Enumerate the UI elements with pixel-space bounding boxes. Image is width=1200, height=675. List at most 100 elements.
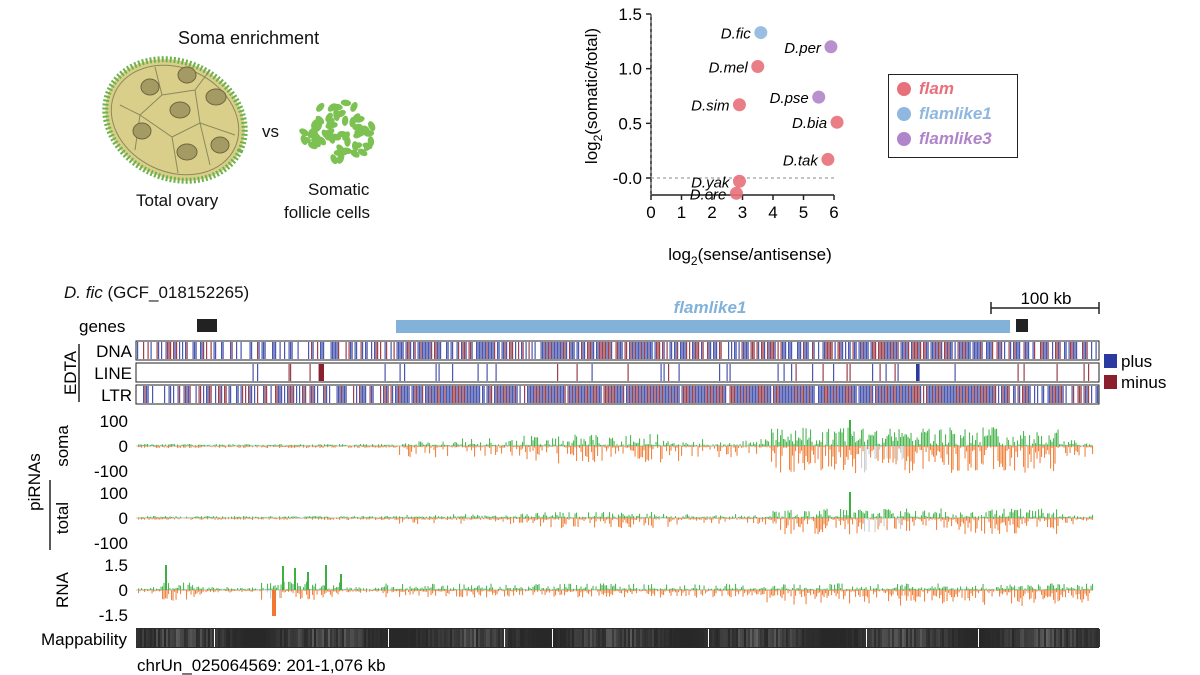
rna-sense-bar	[412, 588, 414, 590]
edta-feature	[642, 386, 644, 403]
pirna-sense-bar	[156, 444, 158, 446]
pirna-antisense-bar	[535, 446, 537, 461]
edta-feature	[281, 386, 283, 403]
pirna-antisense-bar	[154, 518, 156, 520]
pirna-sense-bar	[961, 438, 963, 446]
pirna-antisense-bar	[1051, 518, 1053, 528]
pirna-sense-bar	[408, 517, 410, 518]
pirna-antisense-bar	[958, 518, 960, 530]
pirna-antisense-bar	[699, 446, 701, 448]
pirna-sense-bar	[1077, 516, 1079, 518]
edta-feature	[830, 342, 832, 359]
rna-sense-bar	[243, 589, 245, 590]
rna-sense-bar	[357, 589, 359, 590]
rna-sense-bar	[469, 588, 471, 590]
pirna-sense-bar	[708, 445, 710, 446]
rna-antisense-bar	[466, 590, 468, 596]
pirna-antisense-bar	[691, 446, 693, 457]
pirna-antisense-bar	[1089, 446, 1091, 448]
rna-sense-bar	[384, 586, 386, 590]
rna-antisense-bar	[835, 590, 837, 597]
pirna-sense-bar	[585, 517, 587, 518]
pirna-antisense-bar	[1014, 518, 1016, 534]
pirna-antisense-bar	[321, 518, 323, 520]
rna-sense-bar	[748, 589, 750, 590]
rna-sense-bar	[985, 588, 987, 590]
rna-sense-bar	[456, 589, 458, 590]
pirna-sense-bar	[531, 516, 533, 518]
pirna-antisense-bar	[742, 446, 744, 448]
pirna-sense-bar	[805, 428, 807, 446]
rna-antisense-bar	[774, 590, 776, 596]
edta-feature	[884, 342, 886, 359]
pirna-sense-bar	[553, 444, 555, 446]
pirna-antisense-bar	[328, 446, 330, 447]
pirna-antisense-bar	[916, 446, 918, 454]
edta-feature	[764, 342, 766, 359]
pirna-sense-bar	[418, 516, 420, 518]
x-axis-label: log2(sense/antisense)	[668, 245, 832, 268]
rna-sense-bar	[420, 588, 422, 590]
pirna-sense-bar	[697, 517, 699, 518]
edta-feature	[861, 386, 863, 403]
edta-track-line	[135, 362, 1100, 383]
rna-antisense-bar	[328, 590, 330, 592]
edta-feature	[881, 342, 883, 359]
edta-feature	[647, 342, 649, 359]
pirna-sense-bar	[270, 444, 272, 446]
pirna-sense-bar	[970, 512, 972, 518]
edta-feature	[551, 386, 553, 403]
rna-sense-bar	[1018, 586, 1020, 590]
edta-feature	[978, 386, 980, 403]
rna-sense-bar	[1045, 588, 1047, 590]
rna-sense-bar	[855, 589, 857, 590]
pirna-antisense-bar	[1050, 518, 1052, 528]
rna-sense-bar	[328, 588, 330, 590]
rna-antisense-bar	[388, 590, 390, 591]
edta-feature	[545, 342, 547, 359]
edta-feature	[794, 386, 796, 403]
pirna-sense-bar	[436, 517, 438, 518]
rna-antisense-bar	[754, 590, 756, 593]
rna-antisense-bar	[919, 590, 921, 598]
pirna-antisense-bar	[402, 518, 404, 523]
pirna-sense-bar	[793, 516, 795, 518]
rna-antisense-bar	[481, 590, 483, 592]
pirna-sense-bar	[196, 516, 198, 518]
edta-feature	[800, 342, 802, 359]
pirna-sense-bar	[798, 437, 800, 446]
x-tick-label: 5	[799, 203, 808, 222]
pirna-antisense-bar	[1053, 446, 1055, 472]
pirna-sense-bar	[250, 445, 252, 446]
rna-sense-bar	[942, 587, 944, 590]
rna-sense-bar	[535, 584, 537, 590]
rna-antisense-bar	[895, 590, 897, 592]
pirna-sense-bar	[351, 517, 353, 518]
pirna-antisense-bar	[975, 518, 977, 533]
rna-antisense-bar	[735, 590, 737, 597]
rna-antisense-bar	[1015, 590, 1017, 591]
edta-feature	[758, 386, 760, 403]
pirna-antisense-bar	[954, 518, 956, 520]
edta-feature	[167, 342, 169, 359]
edta-feature	[945, 342, 947, 359]
edta-feature	[452, 386, 454, 403]
edta-feature	[287, 386, 289, 403]
pirna-antisense-bar	[316, 446, 318, 448]
pirna-antisense-bar	[1086, 446, 1088, 448]
pirna-antisense-bar	[315, 446, 317, 448]
edta-feature	[1023, 342, 1025, 359]
pirna-sense-bar	[249, 516, 251, 518]
edta-feature	[1088, 386, 1090, 403]
rna-sense-bar	[234, 589, 236, 590]
edta-feature	[252, 364, 254, 381]
rna-antisense-bar	[858, 590, 860, 596]
edta-feature	[566, 342, 568, 359]
rna-antisense-bar	[1009, 590, 1011, 593]
edta-feature	[533, 386, 535, 403]
edta-feature	[753, 342, 755, 359]
edta-feature	[393, 342, 395, 359]
pirna-antisense-bar	[285, 446, 287, 448]
rna-sense-bar	[433, 584, 435, 590]
edta-feature	[980, 386, 982, 403]
